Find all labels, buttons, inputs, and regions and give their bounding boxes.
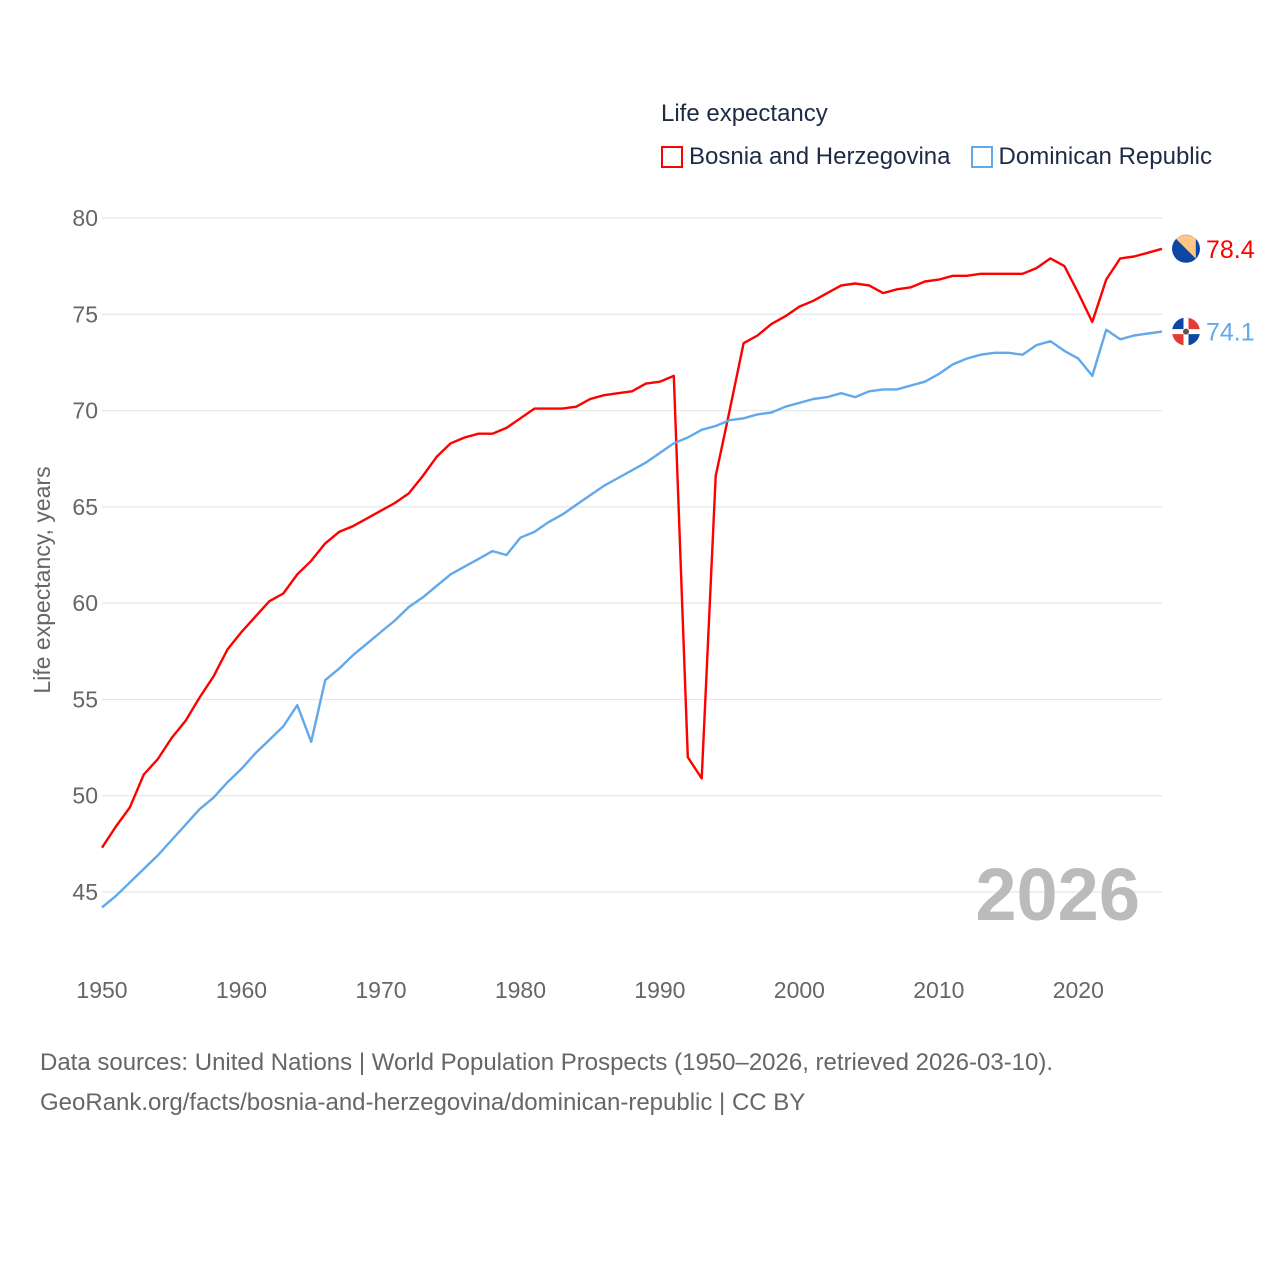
source-line-2[interactable]: GeoRank.org/facts/bosnia-and-herzegovina… (40, 1089, 806, 1116)
y-tick-label: 55 (72, 686, 98, 712)
year-label: 2026 (975, 853, 1140, 936)
x-tick-label: 2010 (913, 977, 964, 1003)
source-note: Data sources: United Nations | World Pop… (40, 1043, 1053, 1123)
legend-item-bosnia[interactable]: Bosnia and Herzegovina (661, 143, 951, 171)
source-line-1: Data sources: United Nations | World Pop… (40, 1049, 1054, 1076)
y-tick-label: 70 (72, 398, 98, 424)
end-value-label: 74.1 (1206, 319, 1255, 347)
legend-label-bosnia: Bosnia and Herzegovina (689, 143, 951, 170)
bosnia-flag-icon (1172, 234, 1200, 263)
x-tick-label: 1960 (216, 977, 267, 1003)
y-tick-label: 50 (72, 783, 98, 809)
legend-item-dominican[interactable]: Dominican Republic (970, 143, 1212, 171)
y-tick-label: 80 (72, 205, 98, 231)
legend-swatch-bosnia (661, 146, 683, 168)
y-tick-label: 65 (72, 494, 98, 520)
legend-label-dominican: Dominican Republic (998, 143, 1212, 170)
series-line-dominican (101, 328, 1163, 909)
legend: Bosnia and Herzegovina Dominican Republi… (661, 143, 1212, 171)
series-line-bosnia (100, 247, 1163, 849)
y-tick-label: 45 (72, 879, 98, 905)
y-tick-label: 60 (72, 590, 98, 616)
x-tick-label: 2020 (1053, 977, 1104, 1003)
y-axis-label: Life expectancy, years (29, 466, 55, 693)
end-value-label: 78.4 (1206, 236, 1255, 264)
dominican-flag-icon (1172, 317, 1200, 346)
x-tick-label: 1970 (355, 977, 406, 1003)
line-chart: 45 50 55 60 65 70 75 80 1950 1960 1970 1980 1990 2000… (29, 205, 1255, 1003)
x-tick-label: 1950 (76, 977, 127, 1003)
legend-title: Life expectancy (661, 100, 828, 127)
legend-swatch-dominican (970, 146, 993, 168)
x-tick-label: 2000 (774, 977, 825, 1003)
x-tick-label: 1990 (634, 977, 685, 1003)
y-tick-label: 75 (72, 301, 98, 327)
x-tick-label: 1980 (495, 977, 546, 1003)
